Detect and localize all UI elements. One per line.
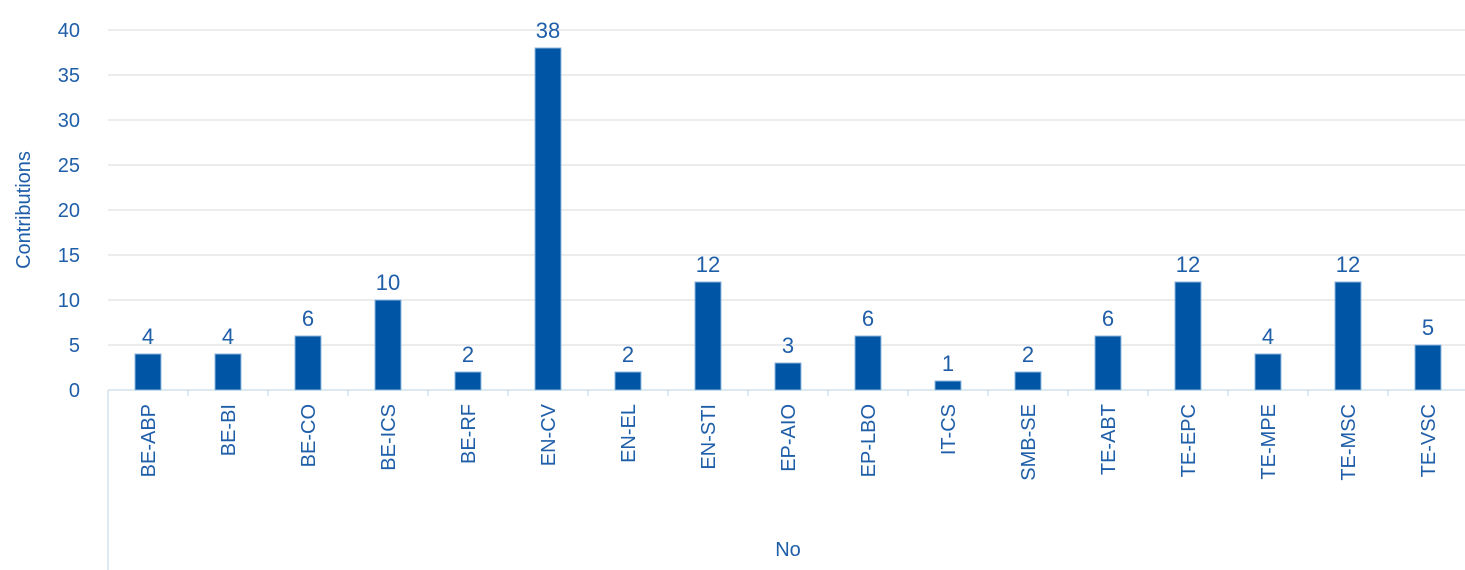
y-tick-label: 35 [58,65,80,87]
data-label: 6 [302,306,314,331]
y-tick-label: 15 [58,245,80,267]
data-label: 4 [222,324,234,349]
bar-te-vsc [1414,344,1442,391]
data-label: 38 [536,18,560,43]
y-tick-label: 40 [58,20,80,42]
data-label: 3 [782,333,794,358]
bar-be-co [294,335,322,391]
data-label: 5 [1422,315,1434,340]
y-tick-label: 25 [58,155,80,177]
y-tick-label: 10 [58,290,80,312]
data-label: 6 [1102,306,1114,331]
data-label: 4 [1262,324,1274,349]
bar-en-cv [534,47,562,391]
x-tick-label: BE-ABP [138,404,160,477]
x-tick-label: EN-EL [618,404,640,463]
data-label: 6 [862,306,874,331]
data-label: 2 [1022,342,1034,367]
bars [134,47,1442,391]
data-label: 4 [142,324,154,349]
x-tick-label: TE-MSC [1338,404,1360,481]
y-tick-label: 20 [58,200,80,222]
data-label: 1 [942,351,954,376]
x-tick-labels: BE-ABP BE-BI BE-CO BE-ICS BE-RF EN-CV EN-EL EN-… [138,403,1440,480]
bar-be-rf [454,371,482,391]
bar-ep-lbo [854,335,882,391]
y-tick-label: 0 [69,380,80,402]
x-tick-label: EP-LBO [858,404,880,477]
bar-en-sti [694,281,722,391]
bar-en-el [614,371,642,391]
data-label: 12 [1336,252,1360,277]
bar-it-cs [934,380,962,391]
y-tick-labels: 0 5 10 15 20 25 30 35 40 [58,20,80,402]
x-tick-label: TE-MPE [1258,404,1280,480]
data-label: 2 [622,342,634,367]
bar-te-mpe [1254,353,1282,391]
data-label: 10 [376,270,400,295]
bar-smb-se [1014,371,1042,391]
data-label: 2 [462,342,474,367]
x-tick-label: TE-VSC [1418,404,1440,477]
x-tick-label: BE-CO [298,404,320,467]
x-tick-label: BE-BI [218,404,240,456]
y-tick-label: 30 [58,110,80,132]
x-tick-label: IT-CS [938,404,960,455]
y-axis-title: Contributions [13,151,35,269]
x-tick-label: TE-EPC [1178,404,1200,477]
gridlines [108,29,1465,346]
bar-te-msc [1334,281,1362,391]
x-tick-label: EN-STI [698,404,720,470]
bar-be-bi [214,353,242,391]
bar-ep-aio [774,362,802,391]
x-tick-label: EN-CV [538,403,560,466]
x-tick-label: EP-AIO [778,404,800,472]
bar-te-epc [1174,281,1202,391]
x-tick-label: SMB-SE [1018,404,1040,481]
bar-be-abp [134,353,162,391]
x-axis-title: No [775,539,801,561]
x-tick-label: TE-ABT [1098,404,1120,475]
bar-te-abt [1094,335,1122,391]
y-tick-label: 5 [69,335,80,357]
x-tick-label: BE-ICS [378,404,400,471]
bar-be-ics [374,299,402,391]
data-label: 12 [696,252,720,277]
data-label: 12 [1176,252,1200,277]
x-tick-label: BE-RF [458,404,480,464]
